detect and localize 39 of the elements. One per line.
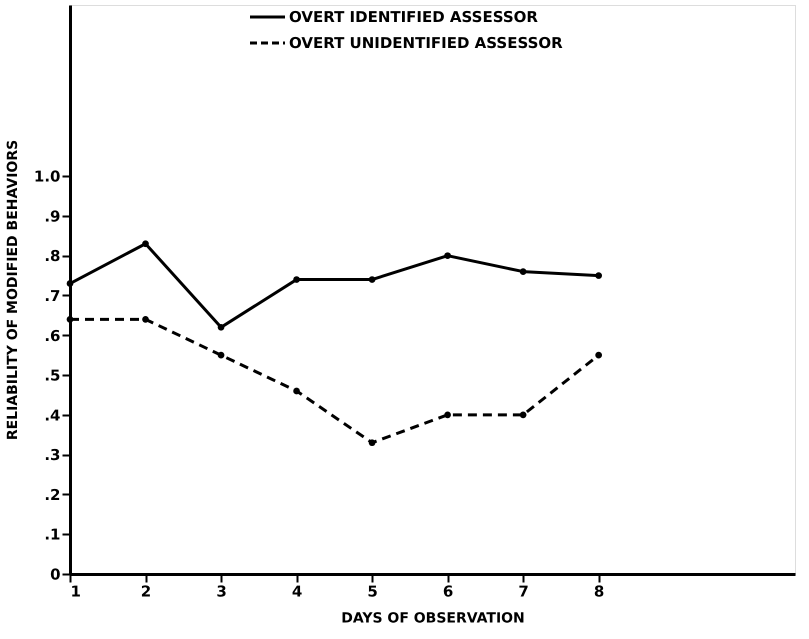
legend-label: OVERT UNIDENTIFIED ASSESSOR (289, 34, 564, 52)
point (218, 324, 224, 331)
y-tick-label: .2 (44, 486, 60, 504)
x-tick-label: 7 (518, 582, 529, 600)
point (368, 276, 376, 283)
x-tick-label: 3 (216, 582, 227, 600)
legend-label: OVERT IDENTIFIED ASSESSOR (289, 8, 538, 26)
x-tick-label: 5 (367, 582, 378, 600)
point (520, 268, 526, 275)
x-tick-label: 1 (70, 582, 81, 600)
point (142, 316, 149, 323)
point (520, 411, 526, 418)
y-tick-label: .1 (44, 526, 60, 544)
x-tick-label: 2 (140, 582, 152, 600)
point (218, 352, 224, 358)
y-tick-label: .5 (44, 366, 60, 385)
point (444, 252, 451, 260)
y-tick-label: .8 (44, 247, 60, 266)
y-tick-label: .7 (44, 286, 60, 305)
point (444, 411, 451, 418)
point (293, 276, 300, 283)
point (66, 280, 74, 287)
x-tick-label: 6 (442, 582, 454, 600)
x-axis-title: DAYS OF OBSERVATION (341, 610, 525, 626)
x-tick-label: 8 (594, 582, 604, 600)
y-tick-label: 0 (50, 566, 60, 584)
y-tick-label: 1.0 (34, 168, 60, 186)
point (595, 352, 602, 358)
point (293, 388, 300, 394)
point (595, 272, 602, 279)
y-tick-label: .3 (44, 446, 60, 464)
y-tick-label: .4 (44, 406, 60, 424)
y-tick-label: .9 (44, 207, 60, 226)
y-tick-label: .6 (44, 326, 60, 345)
point (142, 240, 149, 248)
x-tick-label: 4 (292, 582, 302, 600)
point (368, 439, 376, 446)
y-axis-title: RELIABILITY OF MODIFIED BEHAVIORS (4, 140, 21, 440)
point (66, 316, 74, 323)
